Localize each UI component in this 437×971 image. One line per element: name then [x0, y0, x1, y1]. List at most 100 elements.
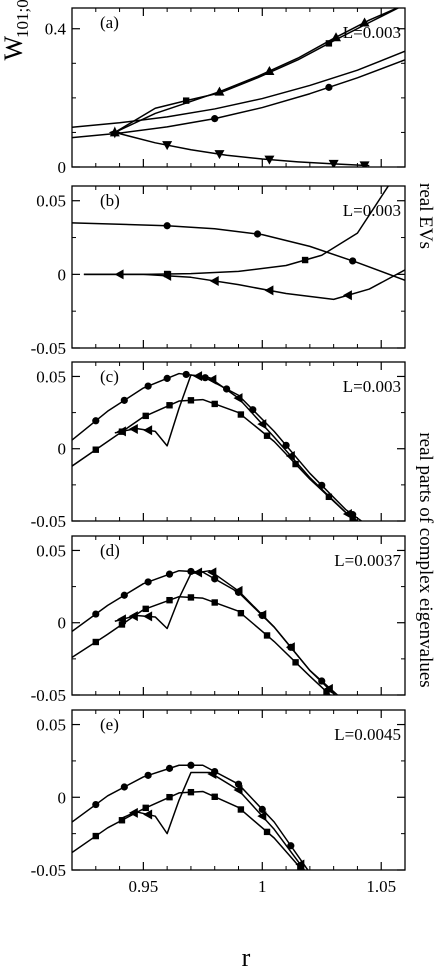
series-line-triangle-left — [83, 269, 405, 301]
right-label-complex-eigenvalues: real parts of complex eigenvalues — [415, 432, 436, 687]
y-tick-label: 0.05 — [36, 716, 66, 735]
y-tick-label: 0.4 — [45, 20, 67, 39]
marker-circle — [187, 761, 195, 769]
marker-triangle-left — [257, 811, 267, 822]
marker-square — [92, 638, 99, 646]
marker-triangle-down — [214, 150, 225, 160]
y-tick-label: 0 — [58, 788, 67, 807]
marker-triangle-left — [114, 269, 124, 280]
panel-e: -0.05 0 0.05 (e) L=0.0045 0.95 1 1.05 — [31, 709, 406, 896]
marker-square — [292, 659, 299, 666]
marker-square — [323, 688, 330, 695]
parameter-annotation: L=0.003 — [343, 377, 401, 396]
series-line-circle — [72, 59, 405, 139]
y-tick-label: -0.05 — [31, 512, 66, 531]
series-group — [72, 370, 363, 521]
y-tick-label: 0.05 — [36, 367, 66, 386]
panel-label: (a) — [100, 13, 119, 32]
marker-square — [263, 632, 271, 639]
marker-triangle-left — [264, 285, 274, 296]
marker-square — [166, 596, 173, 604]
series-line-square — [114, 8, 400, 134]
marker-triangle-left — [323, 683, 333, 694]
marker-square — [301, 256, 309, 264]
panel-b: -0.05 0 0.05 (b) L=0.003 — [31, 185, 406, 358]
right-label-real-evs: real EVs — [415, 183, 436, 249]
marker-triangle-down — [264, 155, 275, 165]
marker-square — [92, 832, 99, 840]
marker-square — [187, 788, 195, 796]
marker-triangle-left — [257, 610, 267, 621]
panel-c: -0.05 0 0.05 (c) L=0.003 — [31, 361, 406, 531]
marker-triangle-left — [193, 567, 203, 578]
marker-square — [263, 432, 271, 439]
marker-square — [211, 400, 218, 408]
series-line-square — [72, 790, 304, 870]
y-tick-label: 0 — [58, 614, 67, 633]
marker-triangle-left — [233, 393, 243, 404]
marker-circle — [120, 783, 128, 791]
marker-circle — [120, 396, 128, 404]
panel-a: 0 0.4 (a) L=0.003 — [45, 7, 406, 177]
series-line-square — [72, 595, 332, 695]
marker-circle — [282, 441, 290, 449]
marker-triangle-left — [116, 614, 126, 625]
marker-square — [166, 402, 173, 409]
panel-label: (b) — [100, 191, 120, 210]
panel-label: (e) — [100, 715, 119, 734]
marker-circle — [163, 374, 171, 382]
marker-square — [92, 446, 99, 453]
marker-triangle-left — [143, 611, 153, 622]
marker-square — [118, 621, 126, 628]
parameter-annotation: L=0.0045 — [334, 725, 401, 744]
series-group — [72, 186, 405, 301]
marker-triangle-up — [264, 66, 275, 76]
marker-square — [263, 828, 271, 836]
series-line-triangle-left — [114, 569, 337, 695]
panel-label: (d) — [100, 541, 120, 560]
marker-triangle-left — [257, 419, 267, 430]
y-tick-label: 0 — [58, 265, 67, 284]
marker-triangle-left — [128, 611, 138, 622]
y-tick-label: 0.05 — [36, 541, 66, 560]
marker-triangle-left — [143, 425, 153, 436]
y-tick-label: 0 — [58, 440, 67, 459]
marker-circle — [92, 417, 100, 425]
y-tick-label: -0.05 — [31, 861, 66, 880]
y-tick-label: -0.05 — [31, 339, 66, 358]
marker-triangle-down — [328, 159, 339, 167]
marker-triangle-down — [162, 141, 173, 151]
series-line-circle — [72, 372, 363, 521]
series-line-square — [83, 186, 390, 276]
marker-circle — [258, 805, 266, 813]
marker-square — [292, 460, 299, 468]
marker-circle — [287, 842, 295, 850]
series-line-square — [72, 398, 359, 521]
marker-circle — [211, 115, 219, 123]
marker-square — [142, 412, 149, 420]
series-line-circle — [72, 569, 339, 695]
parameter-annotation: L=0.003 — [343, 23, 401, 42]
marker-circle — [325, 83, 333, 91]
series-group — [72, 761, 309, 870]
x-tick-label: 1 — [258, 877, 267, 896]
series-group — [72, 8, 405, 167]
marker-square — [142, 804, 149, 812]
marker-square — [237, 411, 245, 418]
marker-triangle-left — [233, 785, 243, 795]
marker-circle — [144, 382, 152, 390]
marker-triangle-left — [342, 290, 352, 301]
marker-circle — [92, 610, 100, 618]
marker-circle — [253, 230, 262, 238]
series-line-triangle-up — [114, 8, 399, 134]
series-group — [72, 567, 339, 695]
marker-square — [187, 594, 195, 601]
marker-circle — [163, 222, 171, 230]
x-axis-title: r — [242, 943, 251, 971]
marker-triangle-left — [207, 567, 217, 578]
x-tick-label: 1.05 — [366, 877, 396, 896]
series-line-circle — [72, 764, 309, 870]
marker-triangle-down — [359, 161, 370, 167]
marker-square — [211, 793, 218, 800]
